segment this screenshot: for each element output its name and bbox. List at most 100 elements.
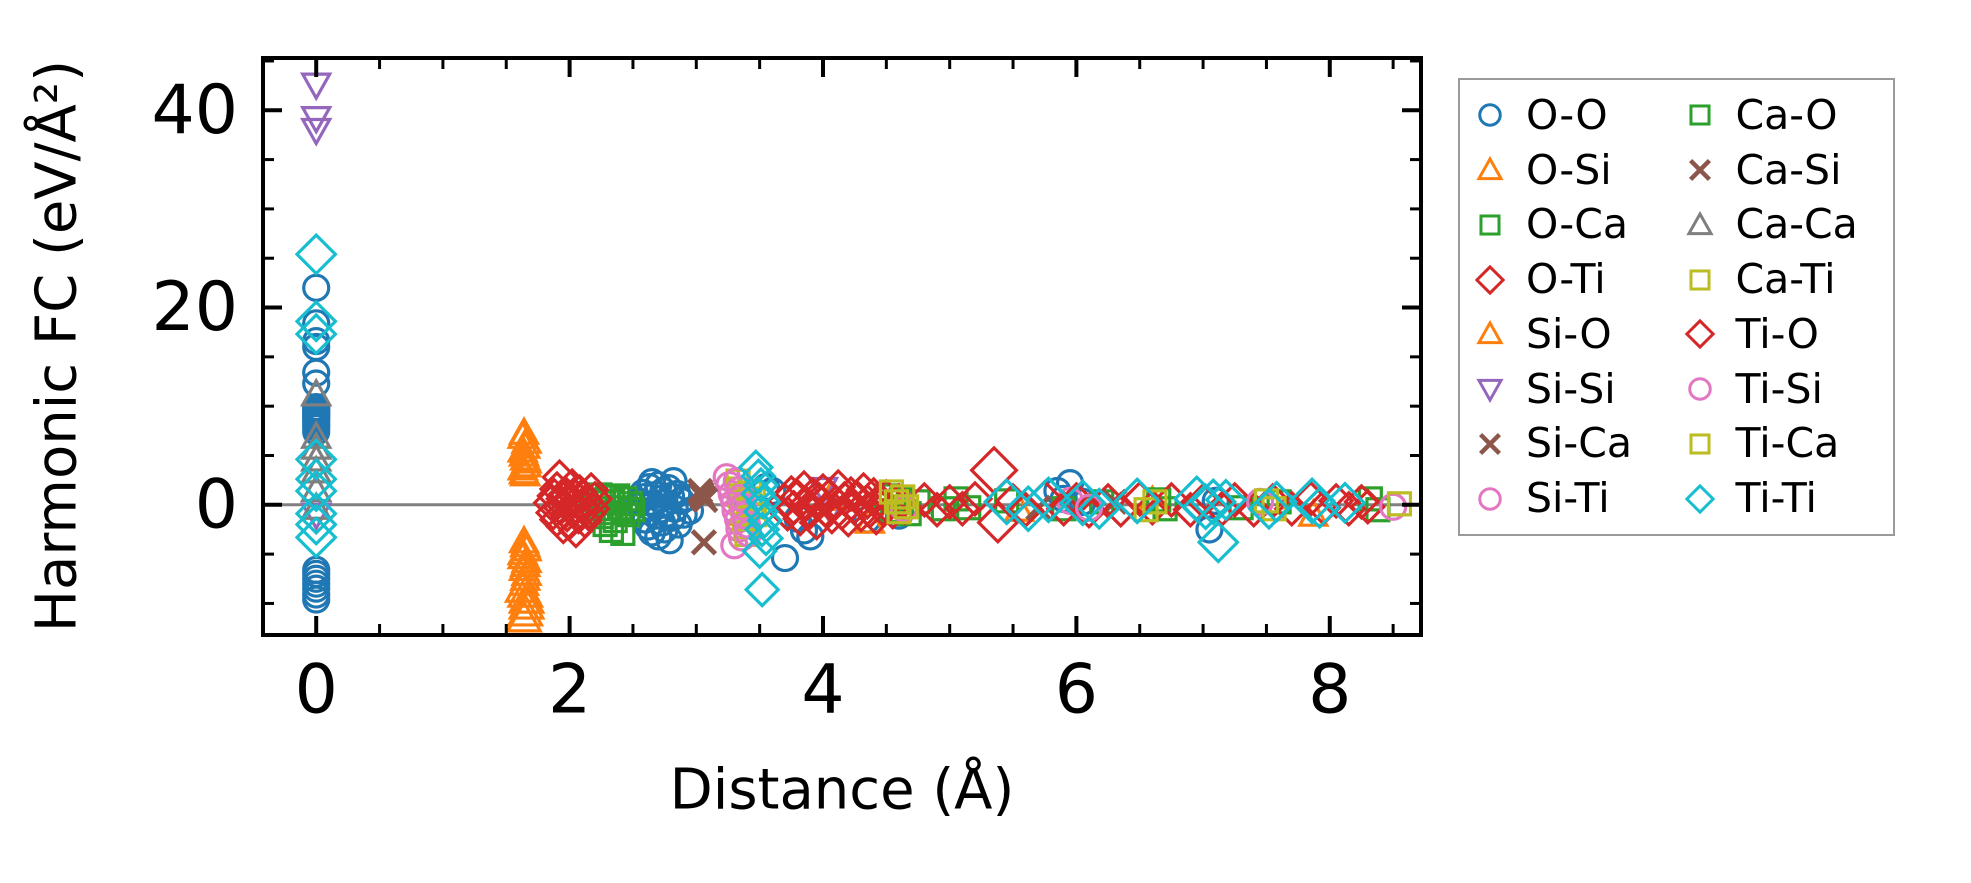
data-point: [1196, 520, 1240, 564]
ti-si-marker-icon: [1687, 377, 1712, 401]
legend-item-ti-ti: Ti-Ti: [1680, 471, 1890, 526]
ticks-layer: [263, 58, 1421, 635]
data-point: [1684, 319, 1715, 350]
si-o-marker-icon: [1476, 320, 1504, 345]
o-si-marker-icon: [1476, 155, 1504, 181]
data-point: [302, 273, 331, 302]
ti-o-marker-icon: [1684, 319, 1715, 350]
data-point: [302, 332, 331, 362]
data-point: [610, 520, 636, 547]
data-point: [507, 585, 546, 620]
data-point: [572, 471, 610, 509]
data-point: [746, 502, 783, 539]
data-point: [743, 571, 781, 608]
data-point: [510, 544, 543, 574]
data-point: [1298, 486, 1342, 530]
data-point: [1216, 481, 1254, 519]
data-point: [299, 72, 333, 102]
data-point: [886, 499, 912, 525]
data-point: [1688, 269, 1711, 291]
legend-label: Ti-Ca: [1735, 419, 1840, 468]
data-point: [1476, 320, 1504, 345]
data-point: [1113, 476, 1162, 525]
data-point: [1077, 487, 1121, 531]
data-point: [1688, 159, 1711, 182]
legend-label: Ca-O: [1735, 90, 1838, 139]
legend-label: Ti-Ti: [1735, 474, 1817, 523]
data-point: [294, 469, 338, 513]
data-point: [1181, 482, 1230, 531]
data-point: [294, 492, 338, 536]
data-point: [1478, 486, 1502, 511]
legend-item-o-ti: O-Ti: [1470, 252, 1680, 307]
y-tick-label: 40: [151, 71, 238, 150]
data-point: [669, 500, 698, 529]
data-point: [747, 520, 785, 557]
data-point: [1476, 378, 1504, 404]
data-point: [742, 466, 780, 504]
o-ti-marker-icon: [1474, 264, 1506, 295]
data-point: [299, 117, 333, 147]
data-point: [507, 416, 541, 445]
data-point: [294, 457, 338, 501]
x-tick-label: 0: [295, 651, 338, 730]
data-point: [294, 503, 338, 546]
legend-item-si-si: Si-Si: [1470, 362, 1680, 417]
data-point: [1045, 490, 1082, 528]
y-tick-label: 0: [195, 465, 238, 544]
data-point: [576, 480, 614, 518]
legend-item-o-si: O-Si: [1470, 143, 1680, 198]
data-point: [1330, 490, 1368, 528]
legend-label: Ca-Ca: [1735, 200, 1858, 249]
x-tick-label: 8: [1308, 651, 1351, 730]
data-point: [507, 580, 546, 614]
si-si-marker-icon: [1476, 378, 1504, 404]
data-point: [509, 441, 542, 471]
data-point: [741, 532, 778, 570]
data-point: [506, 592, 545, 627]
data-point: [294, 232, 338, 276]
legend-label: O-Si: [1526, 145, 1612, 194]
data-point: [302, 358, 331, 387]
data-point: [1474, 264, 1506, 295]
legend-item-ca-si: Ca-Si: [1680, 143, 1890, 198]
data-point: [1004, 484, 1053, 533]
data-point: [545, 508, 582, 545]
data-point: [690, 529, 718, 556]
data-point: [1255, 480, 1299, 524]
data-point: [745, 483, 782, 521]
data-point: [1204, 478, 1248, 522]
legend-label: Si-Ti: [1526, 474, 1610, 523]
data-point: [294, 312, 338, 356]
ca-o-marker-icon: [1688, 104, 1711, 126]
data-point: [1133, 497, 1159, 523]
ti-ti-marker-icon: [1684, 483, 1715, 514]
series-o-ti: [532, 458, 614, 549]
data-point: [918, 491, 956, 528]
legend-item-si-o: Si-O: [1470, 307, 1680, 362]
legend-item-ca-ti: Ca-Ti: [1680, 252, 1890, 307]
legend-label: Ti-O: [1735, 309, 1819, 358]
x-tick-label: 6: [1055, 651, 1098, 730]
ca-ca-marker-icon: [1685, 210, 1714, 236]
data-point: [691, 486, 719, 514]
data-point: [655, 526, 684, 555]
legend-item-ti-si: Ti-Si: [1680, 362, 1890, 417]
data-point: [1323, 481, 1367, 525]
data-point: [1476, 155, 1504, 181]
plot-frame: [261, 56, 1423, 637]
data-point: [617, 491, 644, 517]
data-point: [1688, 433, 1711, 455]
data-point: [845, 471, 882, 509]
legend-label: Si-Si: [1526, 364, 1616, 413]
series-ti-ti: [294, 232, 1367, 608]
data-point: [1195, 515, 1224, 544]
data-point: [1479, 214, 1501, 236]
data-point: [798, 504, 835, 541]
series-layer: [294, 72, 1413, 633]
data-point: [1478, 103, 1502, 128]
data-point: [1024, 476, 1073, 524]
legend-label: O-O: [1526, 90, 1608, 139]
ca-si-marker-icon: [1688, 159, 1711, 182]
